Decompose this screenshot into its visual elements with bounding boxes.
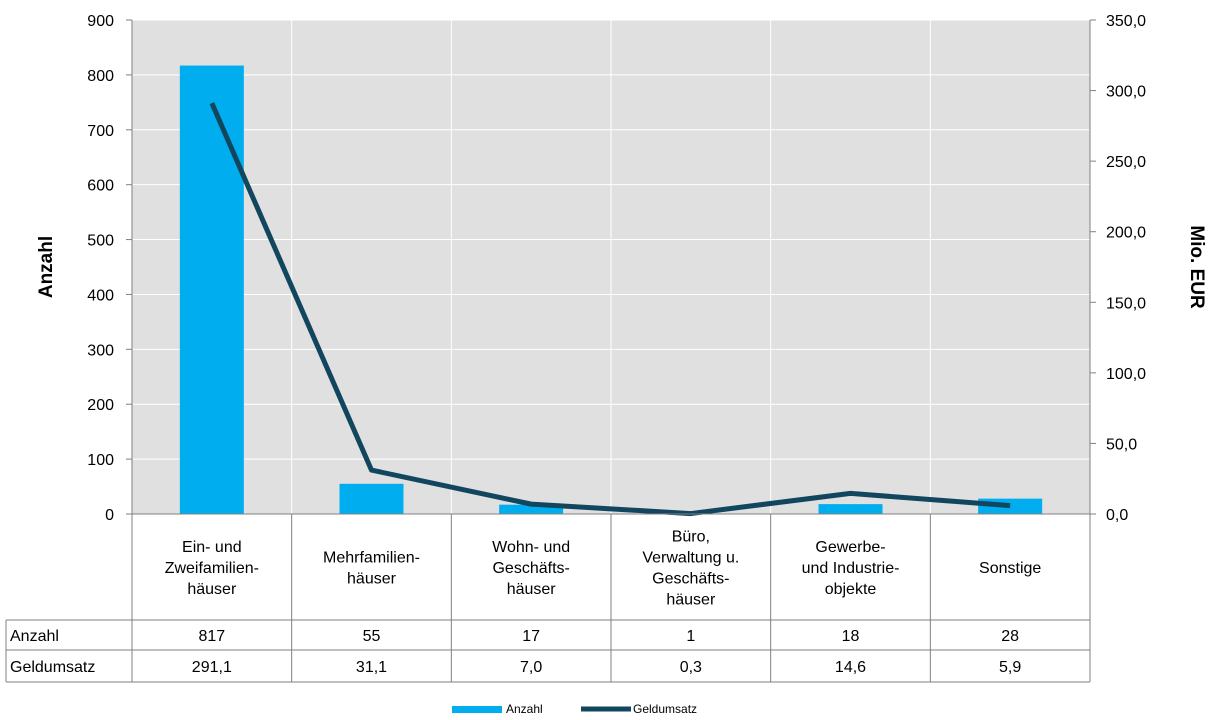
y-left-tick-label: 300 bbox=[87, 342, 114, 359]
y-right-tick-label: 250,0 bbox=[1106, 154, 1146, 171]
category-label: und Industrie- bbox=[802, 560, 900, 577]
category-label: objekte bbox=[825, 581, 877, 598]
table-cell: 291,1 bbox=[192, 659, 232, 676]
y-left-axis-title: Anzahl bbox=[36, 236, 57, 298]
line-series-geldumsatz bbox=[209, 102, 1011, 517]
category-label: häuser bbox=[187, 581, 237, 598]
y-left-tick-label: 900 bbox=[87, 13, 114, 30]
table-row-label: Geldumsatz bbox=[10, 659, 95, 676]
table-cell: 1 bbox=[686, 628, 695, 645]
gridlines bbox=[132, 19, 1090, 514]
y-right-tick-label: 100,0 bbox=[1106, 366, 1146, 383]
legend: Anzahl Geldumsatz bbox=[452, 702, 697, 716]
category-label: häuser bbox=[507, 581, 557, 598]
axes bbox=[131, 20, 1091, 514]
category-label: Geschäfts- bbox=[652, 571, 729, 588]
y-left-tick-label: 700 bbox=[87, 123, 114, 140]
table-cell: 5,9 bbox=[999, 659, 1021, 676]
y-right-tick-label: 150,0 bbox=[1106, 295, 1146, 312]
category-label: Wohn- und bbox=[492, 539, 570, 556]
table-cell: 14,6 bbox=[835, 659, 866, 676]
y-left-ticks: 0 100 200 300 400 500 600 700 800 900 bbox=[87, 13, 132, 524]
y-left-tick-label: 0 bbox=[105, 507, 114, 524]
y-right-tick-label: 350,0 bbox=[1106, 13, 1146, 30]
table-cell: 55 bbox=[363, 628, 381, 645]
category-label: Zweifamilien- bbox=[165, 560, 259, 577]
table-cell: 7,0 bbox=[520, 659, 542, 676]
category-label: Mehrfamilien- bbox=[323, 550, 420, 567]
y-left-tick-label: 800 bbox=[87, 68, 114, 85]
y-right-tick-label: 50,0 bbox=[1106, 436, 1137, 453]
bar-anzahl bbox=[179, 65, 244, 515]
legend-label-geldumsatz: Geldumsatz bbox=[633, 702, 697, 716]
y-left-tick-label: 500 bbox=[87, 233, 114, 250]
legend-label-anzahl: Anzahl bbox=[506, 702, 543, 716]
y-right-tick-label: 200,0 bbox=[1106, 225, 1146, 242]
table-cell: 0,3 bbox=[680, 659, 702, 676]
bar-anzahl bbox=[499, 504, 564, 514]
y-left-tick-label: 600 bbox=[87, 178, 114, 195]
bar-anzahl bbox=[339, 483, 404, 514]
table-cell: 17 bbox=[522, 628, 540, 645]
category-label: häuser bbox=[666, 592, 716, 609]
bar-anzahl bbox=[818, 504, 883, 514]
y-right-ticks: 0,0 50,0 100,0 150,0 200,0 250,0 300,0 350,0 bbox=[1090, 13, 1146, 524]
y-right-tick-label: 300,0 bbox=[1106, 84, 1146, 101]
data-table: Ein- und Zweifamilien-häuser Mehrfamilien-… bbox=[5, 513, 1091, 683]
table-cell: 18 bbox=[842, 628, 860, 645]
y-right-tick-label: 0,0 bbox=[1106, 507, 1128, 524]
y-left-tick-label: 400 bbox=[87, 287, 114, 304]
table-row-label: Anzahl bbox=[10, 628, 59, 645]
y-left-tick-label: 200 bbox=[87, 397, 114, 414]
y-right-axis-title: Mio. EUR bbox=[1186, 225, 1207, 309]
category-label: Büro, bbox=[672, 529, 710, 546]
table-cell: 817 bbox=[198, 628, 225, 645]
category-label: Sonstige bbox=[979, 560, 1041, 577]
category-label: Gewerbe- bbox=[815, 539, 885, 556]
legend-swatch-anzahl bbox=[452, 706, 502, 713]
category-label: Geschäfts- bbox=[492, 560, 569, 577]
category-label: häuser bbox=[347, 571, 397, 588]
y-left-tick-label: 100 bbox=[87, 452, 114, 469]
table-cell: 28 bbox=[1001, 628, 1019, 645]
category-label: Ein- und bbox=[182, 539, 242, 556]
category-label: Verwaltung u. bbox=[642, 550, 739, 567]
table-cell: 31,1 bbox=[356, 659, 387, 676]
